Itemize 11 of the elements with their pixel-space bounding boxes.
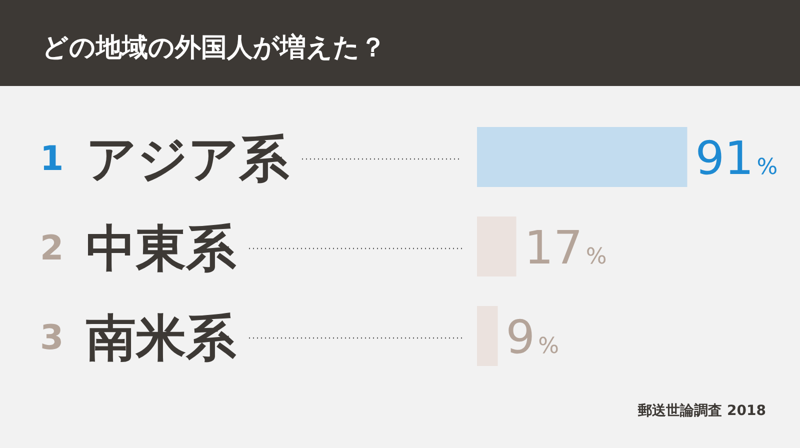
text: 郵送世論調査 2018 — [637, 402, 766, 419]
data-label: 91% — [695, 131, 778, 185]
text: 3 — [40, 318, 64, 358]
text: どの地域の外国人が増えた？ — [42, 32, 386, 63]
text: 1 — [40, 139, 64, 179]
y-tick-label: アジア系 — [86, 130, 290, 188]
data-label: 9% — [506, 310, 559, 364]
y-tick-label: 南米系 — [86, 309, 237, 367]
y-tick-label: 中東系 — [86, 220, 237, 278]
data-label: 17% — [524, 220, 607, 274]
text: 2 — [40, 228, 64, 268]
